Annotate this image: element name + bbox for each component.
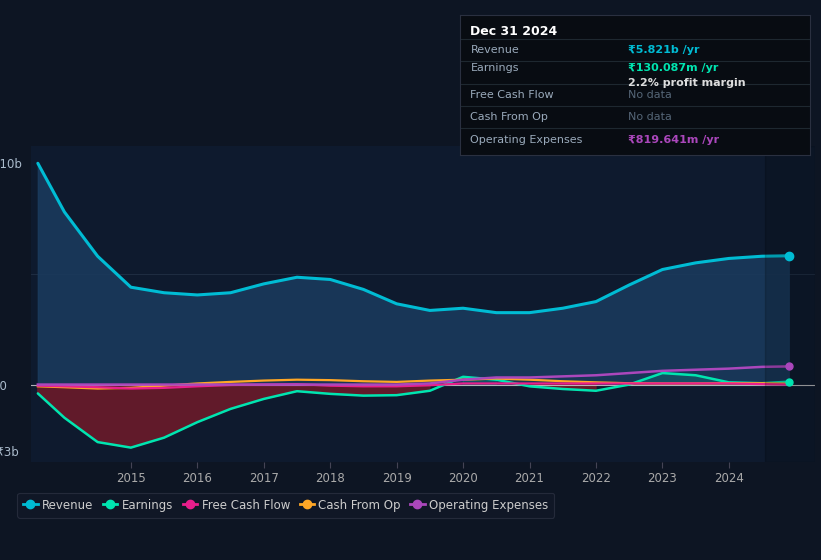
- Text: Free Cash Flow: Free Cash Flow: [470, 90, 554, 100]
- Legend: Revenue, Earnings, Free Cash Flow, Cash From Op, Operating Expenses: Revenue, Earnings, Free Cash Flow, Cash …: [17, 493, 554, 518]
- Text: Operating Expenses: Operating Expenses: [470, 134, 583, 144]
- Text: ₹819.641m /yr: ₹819.641m /yr: [628, 134, 719, 144]
- Text: Cash From Op: Cash From Op: [470, 112, 548, 122]
- Text: Earnings: Earnings: [470, 63, 519, 73]
- Text: No data: No data: [628, 90, 672, 100]
- Text: No data: No data: [628, 112, 672, 122]
- Bar: [765, 146, 815, 462]
- Text: 2.2% profit margin: 2.2% profit margin: [628, 78, 745, 88]
- Text: ₹5.821b /yr: ₹5.821b /yr: [628, 45, 699, 55]
- Text: ₹130.087m /yr: ₹130.087m /yr: [628, 63, 718, 73]
- Text: Revenue: Revenue: [470, 45, 519, 55]
- Text: Dec 31 2024: Dec 31 2024: [470, 25, 557, 38]
